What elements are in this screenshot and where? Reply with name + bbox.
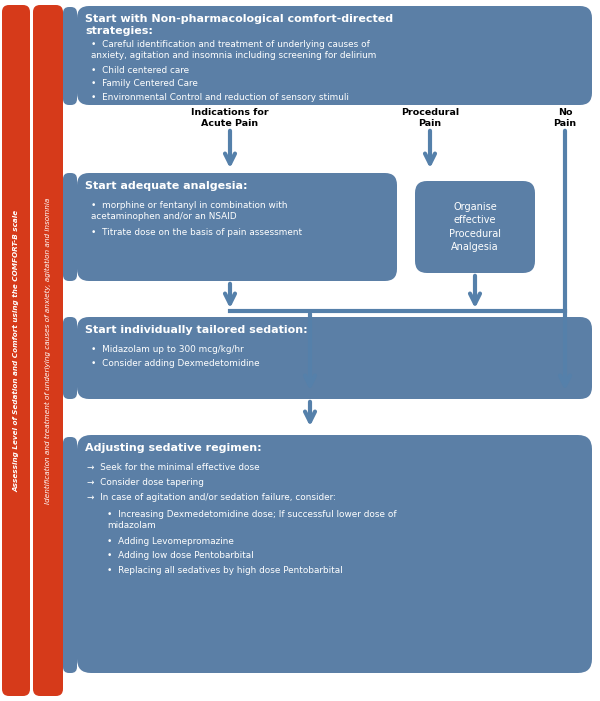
Text: Start adequate analgesia:: Start adequate analgesia: <box>85 181 248 191</box>
Text: •  Environmental Control and reduction of sensory stimuli: • Environmental Control and reduction of… <box>91 93 349 102</box>
Text: Organise
effective
Procedural
Analgesia: Organise effective Procedural Analgesia <box>449 202 501 252</box>
FancyBboxPatch shape <box>63 317 77 399</box>
Text: →  In case of agitation and/or sedation failure, consider:: → In case of agitation and/or sedation f… <box>87 493 336 502</box>
Text: Indications for
Acute Pain: Indications for Acute Pain <box>191 108 269 128</box>
FancyBboxPatch shape <box>63 7 77 105</box>
FancyBboxPatch shape <box>77 6 592 105</box>
Text: •  Adding low dose Pentobarbital: • Adding low dose Pentobarbital <box>107 552 254 561</box>
FancyBboxPatch shape <box>77 435 592 673</box>
Text: •  Consider adding Dexmedetomidine: • Consider adding Dexmedetomidine <box>91 359 260 368</box>
Text: Start with Non-pharmacological comfort-directed
strategies:: Start with Non-pharmacological comfort-d… <box>85 14 393 36</box>
Text: •  Increasing Dexmedetomidine dose; If successful lower dose of
midazolam: • Increasing Dexmedetomidine dose; If su… <box>107 510 397 530</box>
Text: •  Replacing all sedatives by high dose Pentobarbital: • Replacing all sedatives by high dose P… <box>107 566 343 575</box>
FancyBboxPatch shape <box>63 173 77 281</box>
Text: •  Midazolam up to 300 mcg/kg/hr: • Midazolam up to 300 mcg/kg/hr <box>91 345 244 354</box>
Text: •  Careful identification and treatment of underlying causes of
anxiety, agitati: • Careful identification and treatment o… <box>91 40 376 60</box>
Text: Procedural
Pain: Procedural Pain <box>401 108 459 128</box>
Text: •  morphine or fentanyl in combination with
acetaminophen and/or an NSAID: • morphine or fentanyl in combination wi… <box>91 201 287 221</box>
FancyBboxPatch shape <box>77 317 592 399</box>
Text: •  Adding Levomepromazine: • Adding Levomepromazine <box>107 537 234 546</box>
Text: No
Pain: No Pain <box>553 108 577 128</box>
FancyBboxPatch shape <box>33 5 63 696</box>
Text: •  Family Centered Care: • Family Centered Care <box>91 79 198 88</box>
FancyBboxPatch shape <box>2 5 30 696</box>
Text: •  Titrate dose on the basis of pain assessment: • Titrate dose on the basis of pain asse… <box>91 228 302 237</box>
FancyBboxPatch shape <box>63 437 77 673</box>
Text: →  Seek for the minimal effective dose: → Seek for the minimal effective dose <box>87 463 260 472</box>
Text: →  Consider dose tapering: → Consider dose tapering <box>87 478 204 487</box>
FancyBboxPatch shape <box>415 181 535 273</box>
FancyBboxPatch shape <box>77 173 397 281</box>
Text: Assessing Level of Sedation and Comfort using the COMFORT-B scale: Assessing Level of Sedation and Comfort … <box>13 210 19 491</box>
Text: Adjusting sedative regimen:: Adjusting sedative regimen: <box>85 443 262 453</box>
Text: Start individually tailored sedation:: Start individually tailored sedation: <box>85 325 308 335</box>
Text: Identification and treatment of underlying causes of anxiety, agitation and inso: Identification and treatment of underlyi… <box>45 197 51 504</box>
Text: •  Child centered care: • Child centered care <box>91 66 189 75</box>
